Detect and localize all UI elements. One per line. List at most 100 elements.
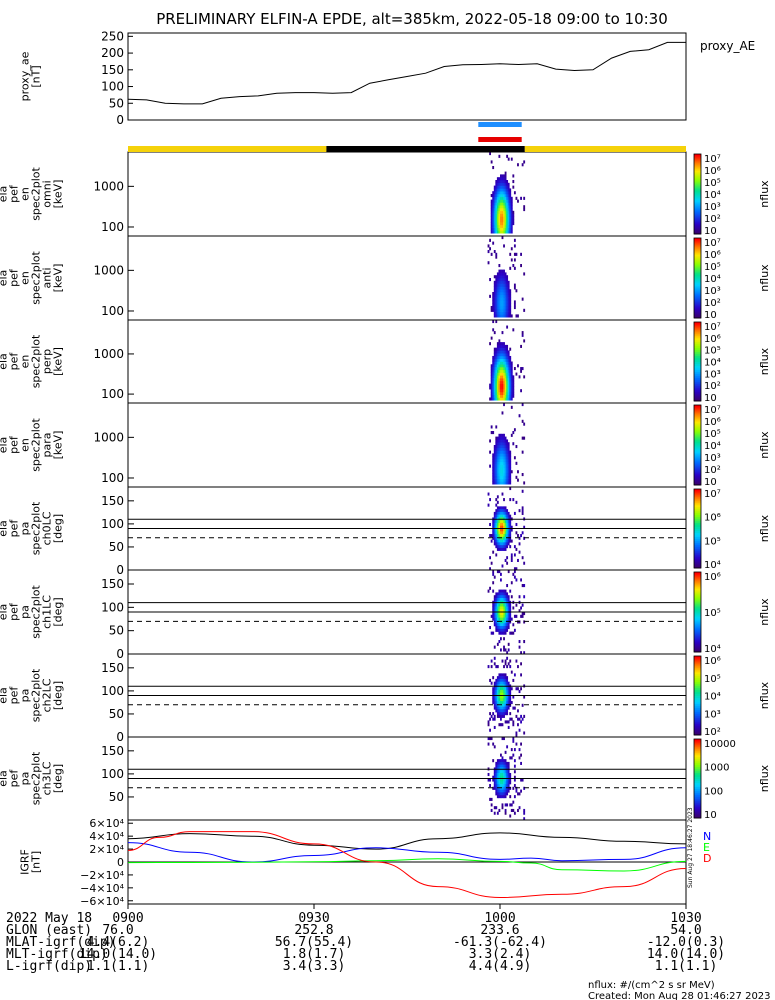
spectrogram-cell	[521, 489, 524, 493]
spectrogram-cell	[515, 531, 518, 535]
spectrogram-cell	[492, 303, 495, 307]
spectrogram-cell	[515, 734, 518, 738]
spectrogram-cell	[498, 520, 501, 524]
spectrogram-cell	[503, 709, 505, 713]
spectrogram-cell	[504, 450, 507, 454]
footer-row-value: 14.0(14.0)	[79, 947, 157, 962]
spectrogram-cell	[504, 467, 507, 471]
spectrogram-cell	[496, 230, 499, 234]
spectrogram-cell	[503, 714, 505, 718]
colorbar-cell	[694, 510, 701, 514]
spectrogram-cell	[500, 311, 502, 315]
spectrogram-cell	[509, 606, 512, 610]
spectrogram-cell	[507, 459, 510, 463]
spectrogram-cell	[507, 358, 510, 362]
colorbar-cell	[694, 270, 701, 273]
spectrogram-cell	[490, 631, 493, 635]
spectrogram-cell	[501, 609, 504, 613]
footer-row-value: 56.7(55.4)	[275, 935, 353, 950]
spectrogram-cell	[492, 631, 495, 635]
spectrogram-cell	[501, 473, 504, 477]
spectrogram-cell	[503, 292, 505, 296]
spectrogram-cell	[501, 205, 504, 209]
spectrogram-cell	[500, 695, 502, 699]
spectrogram-cell	[503, 475, 505, 479]
spectrogram-cell	[506, 473, 509, 477]
spectrogram-cell	[506, 703, 509, 707]
spectrogram-cell	[507, 626, 510, 630]
spectrogram-cell	[501, 706, 504, 710]
spectrogram-cell	[501, 595, 504, 599]
spectrogram-cell	[500, 283, 502, 287]
spectrogram-cell	[509, 391, 512, 395]
spectrogram-cell	[496, 294, 499, 298]
spectrogram-cell	[493, 227, 496, 231]
colorbar-cell	[694, 540, 701, 543]
colorbar-cell	[694, 624, 701, 627]
spectrogram-cell	[493, 595, 496, 599]
spectrogram-cell	[504, 528, 507, 532]
colorbar-cell	[694, 648, 701, 651]
colorbar-tick-label: 10	[704, 310, 717, 321]
spectrogram-cell	[495, 199, 498, 203]
spectrogram-cell	[512, 174, 515, 178]
spectrogram-cell	[496, 592, 499, 596]
spectrogram-cell	[515, 252, 518, 256]
spectrogram-cell	[500, 648, 502, 652]
colorbar-cell	[694, 796, 701, 799]
spectrogram-cell	[509, 397, 512, 401]
colorbar-cell	[694, 740, 701, 744]
colorbar-cell	[694, 538, 701, 541]
spectrogram-cell	[496, 761, 499, 765]
spectrogram-cell	[506, 536, 509, 540]
ytick-label: 150	[101, 577, 124, 591]
spectrogram-cell	[498, 781, 501, 785]
spectrogram-cell	[498, 531, 501, 535]
spectrogram-cell	[503, 606, 505, 610]
colorbar-cell	[694, 727, 701, 730]
colorbar-cell	[694, 530, 701, 533]
spectrogram-cell	[512, 739, 515, 743]
spectrogram-cell	[503, 545, 505, 549]
spectrogram-cell	[501, 227, 504, 231]
spectrogram-cell	[503, 628, 505, 632]
spectrogram-cell	[506, 389, 509, 393]
colorbar-cell	[694, 665, 701, 669]
colorbar-cell	[694, 385, 701, 388]
spectrogram-cell	[500, 292, 502, 296]
spectrogram-cell	[523, 375, 526, 379]
spectrogram-cell	[512, 213, 515, 217]
spectrogram-cell	[500, 478, 502, 482]
spectrogram-cell	[512, 219, 515, 223]
colorbar-cell	[694, 604, 701, 607]
colorbar-tick-label: 10⁴	[704, 274, 721, 285]
spectrogram-cell	[498, 509, 501, 513]
spectrogram-cell	[501, 687, 504, 691]
spectrogram-cell	[496, 297, 499, 301]
spectrogram-cell	[500, 536, 502, 540]
spectrogram-cell	[500, 222, 502, 226]
spectrogram-cell	[496, 311, 499, 315]
colorbar-cell	[694, 614, 701, 617]
colorbar-cell	[694, 449, 701, 452]
spectrogram-cell	[493, 614, 496, 618]
spectrogram-cell	[504, 789, 507, 793]
spectrogram-cell	[493, 219, 496, 223]
spectrogram-cell	[513, 764, 516, 768]
spectrogram-cell	[498, 199, 501, 203]
colorbar-cell	[694, 496, 701, 500]
spectrogram-cell	[500, 612, 502, 616]
spectrogram-cell	[495, 447, 498, 451]
spectrogram-cell	[495, 320, 498, 324]
axis-label: pef	[8, 519, 21, 538]
spectrogram-cell	[500, 461, 502, 465]
axis-label: para	[41, 433, 54, 458]
spectrogram-cell	[492, 391, 495, 395]
spectrogram-cell	[493, 542, 496, 546]
spectrogram-cell	[503, 445, 505, 449]
spectrogram-cell	[495, 701, 498, 705]
colorbar-cell	[694, 363, 701, 366]
spectrogram-cell	[501, 294, 504, 298]
spectrogram-cell	[500, 592, 502, 596]
spectrogram-cell	[518, 806, 521, 810]
